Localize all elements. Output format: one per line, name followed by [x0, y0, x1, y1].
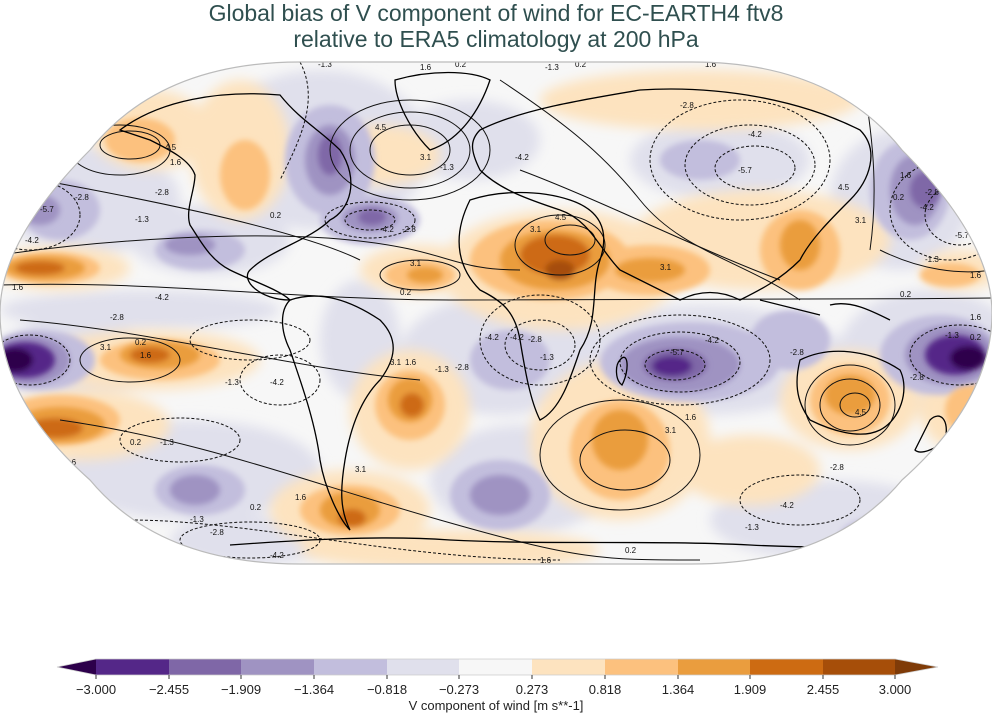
svg-text:-2.8: -2.8 [790, 348, 804, 357]
svg-text:3.1: 3.1 [530, 225, 542, 234]
svg-text:-1.3: -1.3 [190, 515, 204, 524]
map-border [0, 61, 992, 565]
svg-text:-1.3: -1.3 [440, 163, 454, 172]
svg-text:4.5: 4.5 [165, 143, 177, 152]
svg-text:0.2: 0.2 [900, 290, 912, 299]
svg-text:-2.8: -2.8 [210, 528, 224, 537]
svg-text:-4.2: -4.2 [270, 378, 284, 387]
svg-text:-1.3: -1.3 [318, 60, 332, 69]
svg-text:1.6: 1.6 [140, 351, 152, 360]
svg-text:-1.3: -1.3 [135, 215, 149, 224]
svg-text:3.1: 3.1 [355, 465, 367, 474]
svg-text:-2.8: -2.8 [910, 373, 924, 382]
svg-text:0.2: 0.2 [130, 438, 142, 447]
svg-text:-4.2: -4.2 [380, 225, 394, 234]
colorbar [56, 658, 939, 679]
svg-text:0.2: 0.2 [625, 546, 637, 555]
svg-text:-4.2: -4.2 [920, 203, 934, 212]
svg-text:-2.8: -2.8 [925, 188, 939, 197]
svg-text:3.1: 3.1 [855, 216, 867, 225]
svg-text:1.6: 1.6 [12, 283, 24, 292]
svg-text:-4.2: -4.2 [485, 333, 499, 342]
svg-text:-2.8: -2.8 [75, 193, 89, 202]
svg-text:-2.8: -2.8 [680, 101, 694, 110]
svg-text:0.2: 0.2 [400, 288, 412, 297]
svg-text:-5.7: -5.7 [955, 231, 969, 240]
svg-text:-5.7: -5.7 [738, 166, 752, 175]
svg-text:3.1: 3.1 [410, 259, 422, 268]
svg-text:1.6: 1.6 [405, 358, 417, 367]
svg-text:4.5: 4.5 [855, 408, 867, 417]
svg-text:-5.7: -5.7 [670, 348, 684, 357]
svg-text:-2.8: -2.8 [155, 188, 169, 197]
bias-positive-strong [5, 220, 875, 528]
map-field: 1.6 0.2 -5.7 -4.2 -2.8 -1.3 4.5 1.6 -2.8… [0, 60, 992, 565]
svg-text:3.1: 3.1 [665, 426, 677, 435]
svg-text:-1.3: -1.3 [540, 353, 554, 362]
svg-text:1.6: 1.6 [685, 413, 697, 422]
svg-text:-1.3: -1.3 [745, 523, 759, 532]
svg-text:0.2: 0.2 [575, 60, 587, 69]
svg-text:0.2: 0.2 [135, 338, 147, 347]
svg-text:-1.3: -1.3 [925, 255, 939, 264]
svg-text:-4.2: -4.2 [748, 130, 762, 139]
svg-text:3.1: 3.1 [420, 153, 432, 162]
svg-text:4.5: 4.5 [838, 183, 850, 192]
svg-text:-2.8: -2.8 [830, 463, 844, 472]
svg-text:-4.2: -4.2 [25, 236, 39, 245]
chart-title-line1: Global bias of V component of wind for E… [208, 0, 784, 26]
svg-text:-4.2: -4.2 [270, 551, 284, 560]
bias-negative-extreme [0, 135, 986, 381]
svg-text:0.2: 0.2 [893, 193, 905, 202]
svg-text:3.1: 3.1 [100, 343, 112, 352]
svg-text:-4.2: -4.2 [510, 333, 524, 342]
svg-text:-4.2: -4.2 [780, 501, 794, 510]
svg-text:1.6: 1.6 [295, 493, 307, 502]
svg-text:3.1: 3.1 [390, 358, 402, 367]
contour-labels: 1.6 0.2 -5.7 -4.2 -2.8 -1.3 4.5 1.6 -2.8… [12, 60, 982, 565]
svg-text:0.2: 0.2 [270, 211, 282, 220]
svg-text:-2.8: -2.8 [455, 363, 469, 372]
svg-text:0.2: 0.2 [250, 503, 262, 512]
svg-text:1.6: 1.6 [540, 556, 552, 565]
svg-text:-5.7: -5.7 [40, 205, 54, 214]
svg-text:-4.2: -4.2 [705, 336, 719, 345]
svg-text:-1.3: -1.3 [160, 438, 174, 447]
svg-text:-1.3: -1.3 [225, 378, 239, 387]
svg-text:1.6: 1.6 [970, 313, 982, 322]
svg-text:0.2: 0.2 [38, 178, 50, 187]
svg-text:-1.3: -1.3 [435, 365, 449, 374]
svg-text:-2.8: -2.8 [110, 313, 124, 322]
svg-text:1.6: 1.6 [420, 63, 432, 72]
coastlines [118, 71, 961, 548]
svg-text:1.6: 1.6 [170, 158, 182, 167]
colorbar-extend-min [57, 659, 96, 675]
svg-text:1.6: 1.6 [970, 271, 982, 280]
svg-text:1.6: 1.6 [705, 60, 717, 69]
svg-text:0.2: 0.2 [970, 333, 982, 342]
svg-text:4.5: 4.5 [375, 123, 387, 132]
svg-text:-1.3: -1.3 [545, 63, 559, 72]
svg-text:1.6: 1.6 [900, 171, 912, 180]
colorbar-extend-max [895, 659, 938, 675]
svg-text:-2.8: -2.8 [528, 335, 542, 344]
svg-text:0.2: 0.2 [455, 60, 467, 69]
svg-text:-2.8: -2.8 [402, 225, 416, 234]
svg-text:3.1: 3.1 [660, 263, 672, 272]
svg-text:4.5: 4.5 [555, 213, 567, 222]
svg-text:-4.2: -4.2 [515, 153, 529, 162]
svg-text:-1.3: -1.3 [945, 331, 959, 340]
svg-text:-4.2: -4.2 [155, 293, 169, 302]
chart-title-line2: relative to ERA5 climatology at 200 hPa [293, 26, 699, 52]
chart-title: Global bias of V component of wind for E… [0, 0, 992, 52]
